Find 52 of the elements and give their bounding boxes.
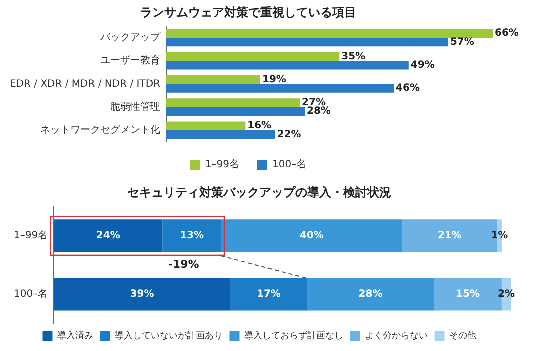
legend-label: 100–名	[272, 158, 307, 171]
data-label: 2%	[498, 289, 515, 300]
y-tick-label: 100–名	[14, 288, 48, 300]
bar	[166, 84, 394, 93]
bar	[54, 278, 231, 311]
bar	[166, 122, 246, 130]
data-label: 19%	[262, 74, 286, 86]
data-label: 16%	[248, 120, 272, 132]
data-label: 49%	[410, 60, 435, 72]
data-label: 39%	[130, 289, 154, 300]
data-label: 1%	[491, 230, 508, 242]
data-label: 57%	[450, 36, 474, 48]
bar	[221, 220, 402, 252]
bar	[166, 61, 409, 70]
data-label: 15%	[456, 289, 480, 300]
bar	[162, 220, 222, 252]
data-label: 13%	[180, 230, 204, 242]
chart-title: ランサムウェア対策で重視している項目	[140, 5, 356, 20]
data-label: 21%	[438, 230, 462, 242]
legend-label: その他	[449, 330, 476, 342]
legend-label: 導入していないが計画あり	[114, 330, 223, 342]
bar	[166, 38, 448, 47]
bar	[54, 220, 163, 252]
bar	[307, 278, 434, 311]
data-label: 46%	[396, 83, 420, 94]
bar	[166, 29, 493, 38]
data-label: 22%	[277, 129, 302, 140]
bar	[166, 107, 306, 116]
legend-label: 導入しておらず計画なし	[244, 330, 344, 342]
data-label: 35%	[342, 51, 366, 62]
annotation: -19%	[168, 258, 200, 272]
bar	[166, 52, 340, 62]
y-tick-label: 脆弱性管理	[110, 100, 160, 113]
legend-label: よく分からない	[364, 330, 428, 342]
y-tick-label: バックアップ	[99, 32, 162, 44]
bar	[166, 76, 260, 84]
y-tick-label: ネットワークセグメント化	[40, 124, 160, 136]
bar	[166, 130, 276, 140]
bar	[230, 278, 308, 311]
y-tick-label: ユーザー教育	[100, 54, 160, 67]
chart-title: セキュリティ対策バックアップの導入・検討状況	[128, 185, 392, 200]
data-label: 28%	[307, 106, 331, 118]
data-label: 40%	[300, 230, 324, 242]
bar	[166, 98, 300, 108]
data-label: 17%	[257, 289, 281, 300]
legend-label: 導入済み	[57, 330, 94, 342]
data-label: 24%	[96, 230, 120, 242]
data-label: 66%	[495, 28, 519, 40]
legend-label: 1–99名	[205, 158, 240, 171]
data-label: 28%	[358, 289, 383, 300]
y-tick-label: EDR / XDR / MDR / NDR / ITDR	[10, 78, 161, 90]
y-tick-label: 1–99名	[14, 229, 48, 242]
